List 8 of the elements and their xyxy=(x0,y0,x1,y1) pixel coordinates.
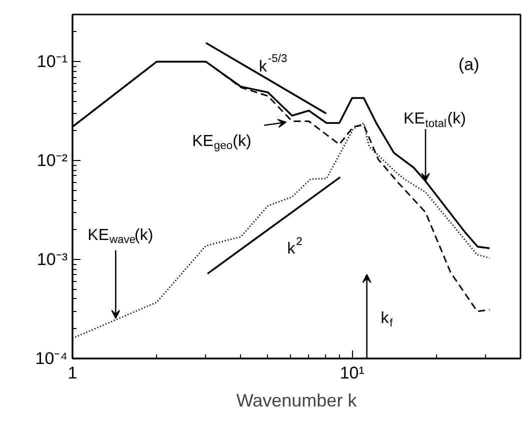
y-tick-label: 10⁻⁴ xyxy=(35,349,68,368)
annotation: (a) xyxy=(458,55,480,74)
y-tick-label: 10⁻¹ xyxy=(36,52,68,72)
x-axis-title: Wavenumber k xyxy=(236,390,358,410)
x-tick-label: 1 xyxy=(68,364,78,382)
y-tick-label: 10⁻² xyxy=(36,151,68,170)
x-tick-label: 10¹ xyxy=(340,364,365,382)
y-tick-label: 10⁻³ xyxy=(36,250,68,270)
